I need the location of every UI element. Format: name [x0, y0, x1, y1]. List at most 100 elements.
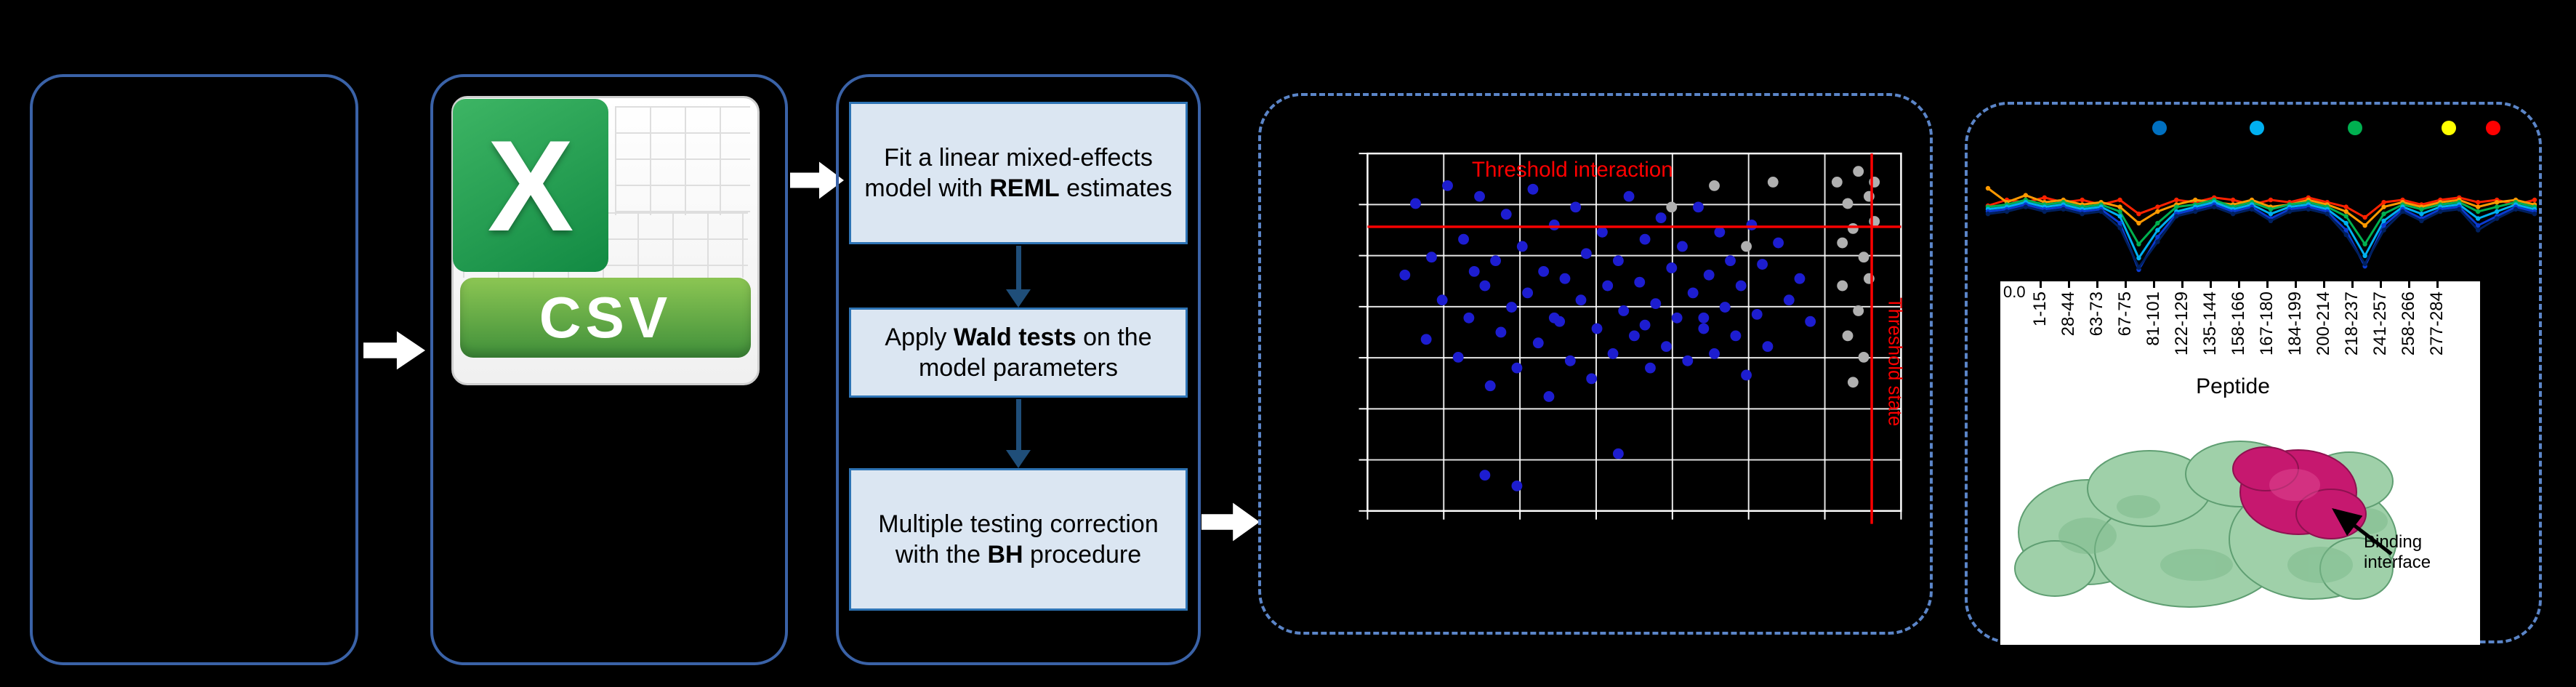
scatter-point-control — [1837, 280, 1848, 292]
scatter-point-control — [1842, 330, 1853, 342]
binding-interface-annotation: Binding interface — [2364, 532, 2431, 572]
kinetics-marker — [2117, 225, 2122, 230]
scatter-point-peptides — [1757, 259, 1768, 270]
kinetics-marker — [2136, 220, 2141, 226]
arrow-shaft — [1015, 399, 1021, 450]
scatter-point-peptides — [1677, 241, 1688, 252]
kinetics-marker — [2438, 209, 2443, 214]
kinetics-marker — [1985, 185, 1991, 191]
kinetics-marker — [2174, 204, 2179, 209]
kinetics-series-blue — [1987, 203, 2535, 273]
kinetics-marker — [2155, 209, 2160, 214]
kinetics-marker — [2268, 197, 2274, 203]
kinetics-marker — [2381, 200, 2386, 205]
scatter-point-peptides — [1687, 287, 1699, 299]
scatter-point-control — [1837, 237, 1848, 249]
scatter-point-peptides — [1639, 233, 1651, 245]
kinetics-marker — [2381, 228, 2386, 233]
arrow-shaft — [1015, 246, 1021, 289]
scatter-point-peptides — [1751, 308, 1763, 320]
peptide-tick — [2068, 281, 2070, 288]
scatter-point-peptides — [1479, 280, 1491, 292]
panel-csv-input: X CSV — [430, 74, 788, 665]
scatter-point-peptides — [1442, 180, 1453, 191]
kinetics-marker — [2362, 214, 2367, 220]
peptide-tick — [2210, 281, 2212, 288]
scatter-point-peptides — [1570, 201, 1582, 213]
kinetics-marker — [2117, 220, 2122, 226]
step-text: Apply Wald tests on the model parameters — [885, 323, 1152, 382]
kinetics-marker — [2117, 209, 2122, 214]
scatter-point-peptides — [1564, 355, 1576, 366]
scatter-point-control — [1767, 177, 1779, 188]
kinetics-marker — [2532, 197, 2537, 203]
scatter-point-peptides — [1698, 312, 1710, 324]
scatter-point-peptides — [1602, 280, 1614, 292]
kinetics-marker — [2155, 228, 2160, 233]
peptide-tick — [2153, 281, 2155, 288]
scatter-point-peptides — [1805, 316, 1816, 327]
kinetics-series-orange — [1987, 187, 2535, 228]
kinetics-marker — [2513, 206, 2519, 212]
kinetics-marker — [2381, 212, 2386, 217]
peptide-plot-area: 0.0 1-15 28-44 63-73 67-75 81-101 122-129 135-… — [2000, 279, 2480, 645]
scatter-point-peptides — [1538, 265, 1550, 277]
scatter-point-peptides — [1484, 380, 1496, 392]
kinetics-marker — [2136, 255, 2141, 261]
kinetics-marker — [2287, 209, 2293, 214]
kinetics-marker — [2136, 265, 2141, 270]
timepoint-dot — [2152, 121, 2167, 135]
scatter-point-peptides — [1516, 241, 1528, 252]
kinetics-marker — [2117, 214, 2122, 219]
kinetics-marker — [2343, 232, 2348, 238]
kinetics-marker — [2023, 204, 2029, 209]
scatter-point-peptides — [1735, 280, 1747, 292]
kinetics-marker — [2343, 209, 2348, 214]
scatter-point-peptides — [1725, 255, 1736, 267]
kinetics-marker — [2042, 209, 2047, 214]
scatter-point-peptides — [1773, 237, 1784, 249]
scatter-point-peptides — [1495, 326, 1507, 338]
kinetics-marker — [2381, 223, 2386, 228]
scatter-point-peptides — [1650, 298, 1662, 310]
scatter-point-peptides — [1522, 287, 1534, 299]
scatter-point-peptides — [1623, 190, 1635, 202]
scatter-point-peptides — [1634, 276, 1646, 288]
kinetics-marker — [2476, 228, 2481, 233]
peptide-tick — [2351, 281, 2354, 288]
timepoint-dot — [2486, 121, 2500, 135]
kinetics-marker — [2249, 206, 2255, 212]
kinetics-marker — [2042, 195, 2047, 200]
kinetics-series-cyan — [1987, 201, 2535, 261]
protein-structure — [2014, 441, 2397, 608]
scatter-point-peptides — [1436, 294, 1448, 306]
kinetics-marker — [2080, 197, 2085, 203]
annotation-arrow — [2332, 507, 2393, 555]
kinetics-marker — [2193, 197, 2198, 203]
peptide-tick — [2238, 281, 2240, 288]
peptide-tick — [2266, 281, 2269, 288]
scatter-point-peptides — [1452, 351, 1464, 363]
y-axis-tick-label: 0.0 — [2003, 283, 2026, 301]
kinetics-marker — [2362, 241, 2367, 246]
step-text: Multiple testing correction with the BH … — [878, 510, 1159, 569]
scatter-point-control — [1847, 377, 1859, 388]
peptide-tick — [2295, 281, 2297, 288]
arrow-down-icon — [1006, 399, 1031, 468]
scatter-point-peptides — [1709, 348, 1720, 359]
scatter-point-peptides — [1490, 255, 1501, 267]
kinetics-marker — [2306, 206, 2311, 212]
kinetics-marker — [2155, 204, 2160, 209]
kinetics-marker — [2419, 212, 2424, 217]
threshold-state-label: Threshold state — [1885, 297, 1905, 426]
kinetics-marker — [2476, 223, 2481, 228]
kinetics-marker — [2494, 216, 2500, 221]
timepoint-dot — [2250, 121, 2264, 135]
kinetics-series-green — [1987, 198, 2535, 246]
scatter-axes — [1359, 152, 1902, 520]
step-box-reml: Fit a linear mixed-effects model with RE… — [849, 102, 1188, 244]
kinetics-marker — [2117, 197, 2122, 203]
scatter-point-peptides — [1661, 341, 1672, 353]
kinetics-marker — [2362, 261, 2367, 267]
peptide-tick — [2408, 281, 2410, 288]
